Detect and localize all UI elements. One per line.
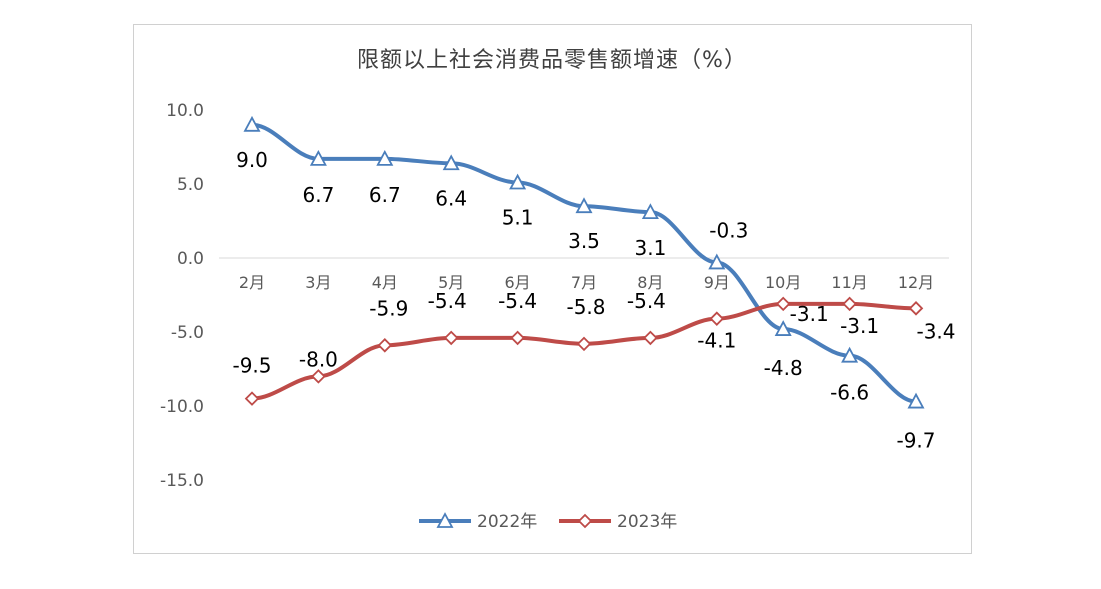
point-marker [775,296,791,312]
series-lines [251,122,917,404]
data-label: -8.0 [299,347,338,371]
data-label: 3.5 [568,229,600,253]
data-label: 6.7 [369,183,401,207]
data-label: -5.4 [428,289,467,313]
x-tick-label: 7月 [571,273,597,292]
point-marker [709,311,725,326]
y-tick-label: -10.0 [160,397,204,417]
point-marker [575,197,593,214]
data-label: -9.5 [232,354,271,378]
data-label: -3.1 [790,302,829,326]
series-line-0 [251,122,917,404]
point-marker [641,203,659,220]
data-label: -9.7 [896,429,935,453]
data-label: -3.1 [840,314,879,338]
point-marker [377,338,393,353]
point-marker [443,330,459,346]
data-labels: 9.0 6.7 6.7 6.4 5.1 3.5 3.1 -0.3 -4.8 -6.6 -9.7 -9.… [232,148,955,453]
y-tick-label: -15.0 [160,471,204,491]
point-marker [774,320,792,336]
line-chart: 限额以上社会消费品零售额增速（%） 10.0 5.0 0.0 -5.0 -10.0 -15… [160,48,956,532]
legend: 2022年 2023年 [419,512,677,532]
point-marker [708,253,726,270]
data-label: -5.9 [369,296,408,320]
point-marker [576,336,592,352]
point-marker [841,346,859,363]
point-marker [509,173,527,190]
x-tick-label: 10月 [765,273,801,292]
point-marker [243,115,261,132]
point-marker [244,391,260,406]
data-label: -6.6 [830,381,869,405]
data-label: -4.1 [697,329,736,353]
x-tick-label: 3月 [305,273,331,292]
x-tick-label: 4月 [372,273,398,292]
data-label: -0.3 [709,218,748,242]
data-label: -5.4 [627,289,666,313]
legend-label: 2023年 [617,512,677,532]
chart-title: 限额以上社会消费品零售额增速（%） [357,48,747,73]
data-label: 6.7 [302,183,334,207]
x-tick-label: 12月 [898,273,934,292]
legend-marker [577,513,593,529]
point-marker [309,149,327,166]
point-marker [908,301,924,316]
point-marker [907,392,925,409]
point-marker [442,154,460,171]
y-tick-label: -5.0 [171,323,204,343]
data-label: -3.4 [916,319,955,343]
x-tick-label: 11月 [831,273,867,292]
x-tick-label: 6月 [505,273,531,292]
y-tick-label: 10.0 [166,101,204,121]
legend-label: 2022年 [477,512,537,532]
x-tick-label: 2月 [239,273,265,292]
legend-marker [436,512,454,528]
series-markers [243,115,925,409]
data-label: 5.1 [502,206,534,230]
x-tick-label: 5月 [438,273,464,292]
x-tick-label: 8月 [637,273,663,292]
data-label: 6.4 [435,186,467,210]
data-label: 9.0 [236,148,268,172]
data-label: -5.4 [498,289,537,313]
point-marker [311,369,326,384]
y-tick-label: 0.0 [177,249,204,269]
point-marker [376,149,394,166]
data-label: -5.8 [566,295,605,319]
chart-axes: 10.0 5.0 0.0 -5.0 -10.0 -15.0 2月 3月 4月 5月 6月 7月 8月 9月… [160,101,949,491]
x-tick-label: 9月 [704,273,730,292]
y-tick-label: 5.0 [177,175,204,195]
chart-frame: 限额以上社会消费品零售额增速（%） 10.0 5.0 0.0 -5.0 -10.0 -15… [133,24,972,554]
point-marker [510,330,525,346]
data-label: 3.1 [634,236,666,260]
point-marker [643,330,658,346]
point-marker [842,296,857,312]
data-label: -4.8 [764,356,803,380]
